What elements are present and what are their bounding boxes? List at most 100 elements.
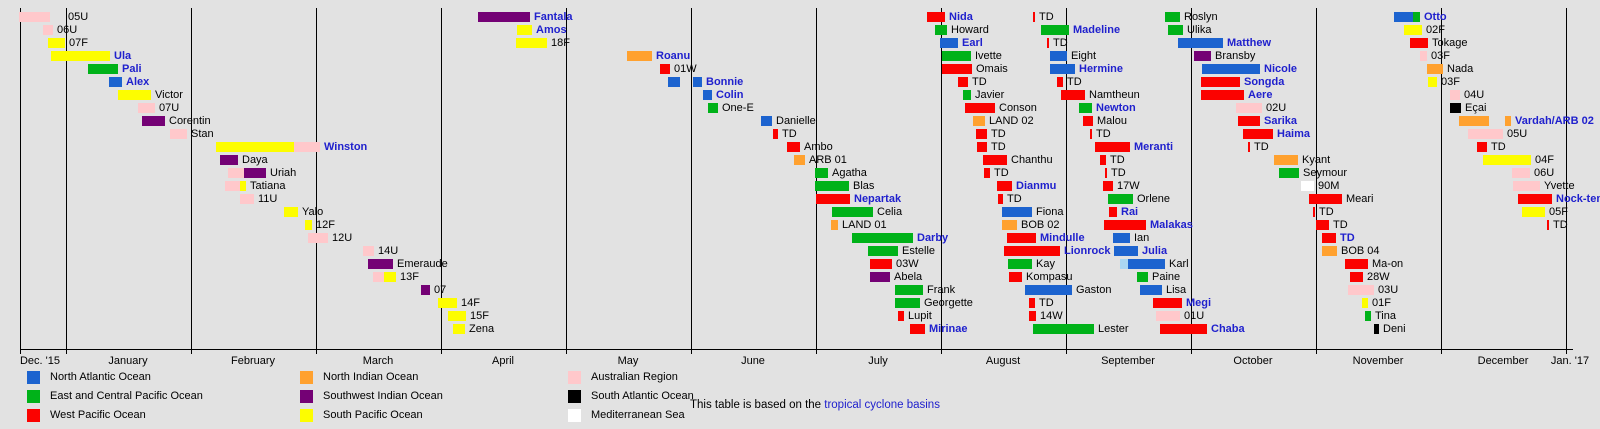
storm-bar <box>977 142 987 152</box>
storm-bar <box>1483 155 1531 165</box>
storm-label: TD <box>991 141 1006 153</box>
storm-label: Roslyn <box>1184 11 1218 23</box>
storm-label-link[interactable]: Mirinae <box>929 323 968 335</box>
storm-label-link[interactable]: Roanu <box>656 50 691 62</box>
storm-label-link[interactable]: Aere <box>1248 89 1273 101</box>
storm-bar <box>1322 246 1337 256</box>
axis-tick <box>1191 349 1192 354</box>
storm-label: Ma-on <box>1372 258 1404 270</box>
storm-bar <box>1201 90 1244 100</box>
storm-label-link[interactable]: Newton <box>1096 102 1136 114</box>
storm-label: LAND 01 <box>842 219 887 231</box>
storm-label: TD <box>991 128 1006 140</box>
storm-bar <box>1450 103 1461 113</box>
storm-bar <box>138 103 155 113</box>
storm-bar <box>627 51 652 61</box>
storm-bar <box>1109 207 1117 217</box>
storm-label-link[interactable]: Nepartak <box>854 193 902 205</box>
month-label: December <box>1477 355 1529 367</box>
storm-label: Deni <box>1383 323 1406 335</box>
storm-label-link[interactable]: Amos <box>536 24 567 36</box>
storm-label-link[interactable]: Nicole <box>1264 63 1298 75</box>
storm-label-link[interactable]: Rai <box>1121 206 1139 218</box>
storm-label: Howard <box>951 24 989 36</box>
storm-label: Orlene <box>1137 193 1171 205</box>
storm-bar <box>1348 285 1374 295</box>
storm-label: Kyant <box>1302 154 1331 166</box>
storm-bar <box>294 142 320 152</box>
storm-label-link[interactable]: Meranti <box>1134 141 1174 153</box>
storm-label: 03U <box>1378 284 1399 296</box>
legend-swatch-wh <box>568 409 581 422</box>
storm-bar <box>1420 51 1427 61</box>
storm-label: Blas <box>853 180 875 192</box>
storm-label-link[interactable]: Malakas <box>1150 219 1193 231</box>
storm-label-link[interactable]: Dianmu <box>1016 180 1057 192</box>
storm-label: 17W <box>1117 180 1140 192</box>
storm-bar <box>1140 285 1162 295</box>
month-gridline <box>1566 8 1567 349</box>
storm-bar <box>1156 311 1180 321</box>
storm-label: 02U <box>1266 102 1287 114</box>
storm-label-link[interactable]: Darby <box>917 232 949 244</box>
month-gridline <box>441 8 442 349</box>
storm-label-link[interactable]: Nida <box>949 11 973 23</box>
storm-label-link[interactable]: Chaba <box>1211 323 1245 335</box>
storm-bar <box>1428 77 1437 87</box>
storm-label-link[interactable]: Julia <box>1142 245 1168 257</box>
storm-label-link[interactable]: Ula <box>114 50 132 62</box>
storm-label-link[interactable]: Songda <box>1244 76 1285 88</box>
storm-label: Tokage <box>1432 37 1468 49</box>
storm-label-link[interactable]: Nock-ten <box>1556 193 1600 205</box>
storm-bar <box>1160 324 1207 334</box>
storm-label-link[interactable]: Colin <box>716 89 744 101</box>
storm-bar <box>170 129 187 139</box>
storm-label: 14W <box>1040 310 1063 322</box>
storm-label: Gaston <box>1076 284 1112 296</box>
axis-tick <box>20 349 21 354</box>
storm-label-link[interactable]: Sarika <box>1264 115 1298 127</box>
storm-label-link[interactable]: Matthew <box>1227 37 1271 49</box>
storm-bar <box>1079 103 1092 113</box>
storm-label-link[interactable]: Madeline <box>1073 24 1121 36</box>
storm-bar <box>868 246 898 256</box>
legend-label: Southwest Indian Ocean <box>323 390 443 402</box>
storm-label: Danielle <box>776 115 816 127</box>
storm-bar <box>1374 324 1379 334</box>
storm-bar <box>1041 25 1069 35</box>
storm-label-link[interactable]: Fantala <box>534 11 573 23</box>
storm-bar <box>910 324 925 334</box>
month-label: Dec. '15 <box>19 355 61 367</box>
storm-label-link[interactable]: Earl <box>962 37 983 49</box>
storm-label: Kay <box>1036 258 1055 270</box>
storm-bar <box>1100 155 1106 165</box>
storm-label-link[interactable]: Alex <box>126 76 150 88</box>
storm-label: Abela <box>894 271 923 283</box>
storm-bar <box>448 311 466 321</box>
storm-label: Uriah <box>270 167 297 179</box>
storm-label-link[interactable]: Bonnie <box>706 76 744 88</box>
storm-bar <box>1033 324 1094 334</box>
basin-note-text: This table is based on the <box>690 399 825 411</box>
storm-label-link[interactable]: TD <box>1340 232 1355 244</box>
storm-label-link[interactable]: Winston <box>324 141 368 153</box>
storm-bar <box>1002 207 1032 217</box>
storm-bar <box>1513 181 1540 191</box>
storm-bar <box>1057 77 1063 87</box>
storm-label-link[interactable]: Mindulle <box>1040 232 1085 244</box>
storm-bar <box>870 259 892 269</box>
storm-label-link[interactable]: Megi <box>1186 297 1212 309</box>
storm-label-link[interactable]: Lionrock <box>1064 245 1111 257</box>
storm-label: Eçai <box>1465 102 1487 114</box>
storm-label-link[interactable]: Haima <box>1277 128 1311 140</box>
storm-label-link[interactable]: Vardah/ARB 02 <box>1515 115 1594 127</box>
storm-bar <box>997 181 1012 191</box>
storm-label-link[interactable]: Otto <box>1424 11 1447 23</box>
storm-bar <box>1404 25 1422 35</box>
storm-label-link[interactable]: Hermine <box>1079 63 1124 75</box>
tropical-cyclone-basins-link[interactable]: tropical cyclone basins <box>824 399 940 411</box>
storm-label-link[interactable]: Pali <box>122 63 142 75</box>
month-label: April <box>491 355 515 367</box>
legend-swatch-bk <box>568 390 581 403</box>
